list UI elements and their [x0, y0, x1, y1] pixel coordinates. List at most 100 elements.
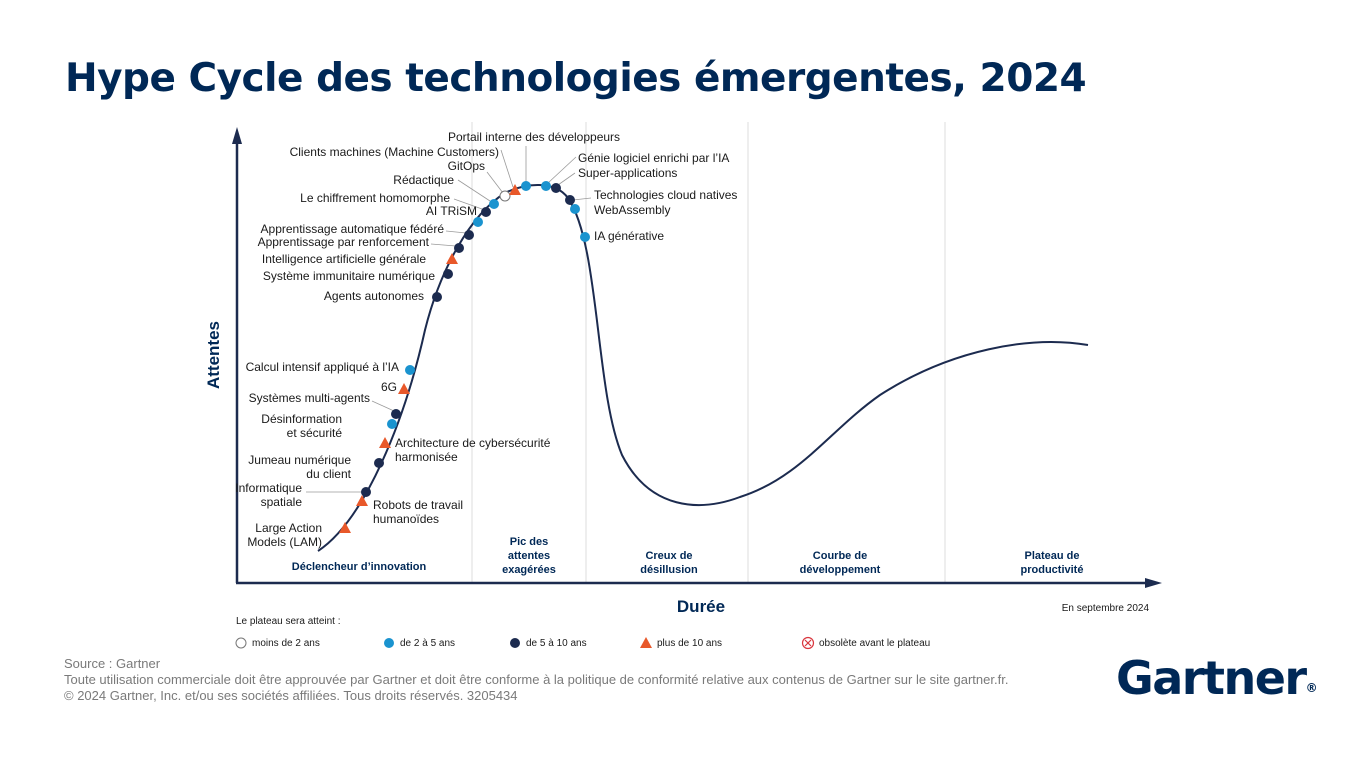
- legend-label: de 5 à 10 ans: [526, 638, 587, 649]
- label-technologies-cloud-natives: Technologies cloud natives: [594, 188, 737, 202]
- footer: Source : Gartner Toute utilisation comme…: [64, 656, 1008, 704]
- marker-agents-autonomes: [432, 292, 442, 302]
- date-note: En septembre 2024: [1062, 603, 1150, 614]
- label-line: Informatique: [235, 481, 302, 495]
- label-large-action-models-lam: Large Action Models (LAM): [247, 521, 322, 549]
- phase-label-line: Creux de: [645, 550, 692, 562]
- marker-ia-generative: [580, 232, 590, 242]
- marker-ai-trism: [473, 217, 483, 227]
- label-line: Super-applications: [578, 166, 677, 180]
- label-line: Intelligence artificielle générale: [262, 252, 426, 266]
- label-line: 6G: [381, 380, 397, 394]
- phase-label-line: Pic des: [510, 536, 549, 548]
- technology-labels: Large Action Models (LAM) Robots de travai…: [235, 130, 737, 549]
- leader-super-applications: [557, 172, 576, 186]
- legend-label: de 2 à 5 ans: [400, 638, 455, 649]
- leader-systemes-multi-agents: [371, 400, 395, 412]
- marker-apprentissage-par-renforcement: [454, 243, 464, 253]
- y-axis-label: Attentes: [204, 321, 223, 389]
- label-gitops: GitOps: [448, 159, 485, 173]
- phase-label-line: attentes: [508, 550, 550, 562]
- label-apprentissage-par-renforcement: Apprentissage par renforcement: [258, 235, 430, 249]
- page-title: Hype Cycle des technologies émergentes, …: [65, 56, 1087, 101]
- marker-architecture-de-cybersecurite-harmonisee: [379, 437, 391, 448]
- label-line: Génie logiciel enrichi par l’IA: [578, 151, 729, 165]
- phase-label-plateau-de-productivite: Plateau de productivité: [1021, 550, 1084, 576]
- legend-label: plus de 10 ans: [657, 638, 722, 649]
- registered-mark: ®: [1305, 681, 1318, 695]
- label-webassembly: WebAssembly: [594, 203, 670, 217]
- label-line: Apprentissage automatique fédéré: [261, 222, 445, 236]
- leader-gitops: [486, 171, 504, 194]
- label-line: Le chiffrement homomorphe: [300, 191, 450, 205]
- label-line: Large Action: [255, 521, 322, 535]
- legend-label: obsolète avant le plateau: [819, 638, 930, 649]
- label-line: Calcul intensif appliqué à l’IA: [246, 360, 399, 374]
- leader-apprentissage-par-renforcement: [430, 243, 457, 247]
- legend-label: moins de 2 ans: [252, 638, 320, 649]
- label-line: Technologies cloud natives: [594, 188, 737, 202]
- legend-item-lt2: moins de 2 ans: [235, 637, 320, 649]
- legend: Le plateau sera atteint : moins de 2 ans d…: [235, 616, 930, 650]
- label-calcul-intensif-applique-a-l-ia: Calcul intensif appliqué à l’IA: [246, 360, 399, 374]
- label-line: du client: [306, 467, 351, 481]
- technology-markers: [339, 181, 590, 533]
- label-apprentissage-automatique-federe: Apprentissage automatique fédéré: [261, 222, 445, 236]
- leader-apprentissage-automatique-federe: [445, 230, 467, 234]
- marker-apprentissage-automatique-federe: [464, 230, 474, 240]
- leader-lines: [306, 146, 592, 493]
- marker-robots-de-travail-humanoides: [356, 495, 368, 506]
- legend-title: Le plateau sera atteint :: [236, 616, 341, 627]
- phase-label-line: Déclencheur d’innovation: [292, 561, 427, 573]
- marker-6g: [398, 383, 410, 394]
- marker-informatique-spatiale: [361, 487, 371, 497]
- marker-technologies-cloud-natives: [565, 195, 575, 205]
- marker-large-action-models-lam: [339, 522, 351, 533]
- obsolete-cross-b: [804, 639, 812, 647]
- label-le-chiffrement-homomorphe: Le chiffrement homomorphe: [300, 191, 450, 205]
- marker-calcul-intensif-applique-a-l-ia: [405, 365, 415, 375]
- footer-source: Source : Gartner: [64, 656, 161, 671]
- label-line: et sécurité: [287, 426, 343, 440]
- marker-redactique: [489, 199, 499, 209]
- label-line: Architecture de cybersécurité: [395, 436, 551, 450]
- label-line: Agents autonomes: [324, 289, 424, 303]
- label-line: Portail interne des développeurs: [448, 130, 620, 144]
- marker-systemes-multi-agents: [391, 409, 401, 419]
- marker-clients-machines-machine-customers: [509, 184, 521, 195]
- phase-label-line: productivité: [1021, 564, 1084, 576]
- label-redactique: Rédactique: [393, 173, 454, 187]
- marker-le-chiffrement-homomorphe: [481, 207, 491, 217]
- phase-label-line: développement: [800, 564, 881, 576]
- x-axis-arrow: [1145, 578, 1162, 588]
- y-axis-arrow: [232, 127, 242, 144]
- label-line: Apprentissage par renforcement: [258, 235, 430, 249]
- label-portail-interne-des-developpeurs: Portail interne des développeurs: [448, 130, 620, 144]
- label-super-applications: Super-applications: [578, 166, 677, 180]
- label-line: WebAssembly: [594, 203, 670, 217]
- legend-symbol-lt2: [235, 637, 247, 649]
- legend-symbol-5to10: [510, 638, 520, 648]
- label-line: AI TRiSM: [426, 204, 477, 218]
- phase-label-creux-de-desillusion: Creux de désillusion: [640, 550, 698, 576]
- legend-item-gt10: plus de 10 ans: [640, 637, 722, 649]
- label-jumeau-numerique-du-client: Jumeau numérique du client: [248, 453, 351, 481]
- marker-gitops: [499, 190, 511, 202]
- label-line: Rédactique: [393, 173, 454, 187]
- phase-label-declencheur-d-innovation: Déclencheur d’innovation: [292, 561, 427, 573]
- label-line: Jumeau numérique: [248, 453, 351, 467]
- footer-usage-note: Toute utilisation commerciale doit être …: [64, 672, 1009, 687]
- marker-portail-interne-des-developpeurs: [521, 181, 531, 191]
- phase-label-courbe-de-developpement: Courbe de développement: [800, 550, 881, 576]
- label-6g: 6G: [381, 380, 397, 394]
- legend-symbol-gt10: [640, 637, 652, 648]
- phase-label-line: Courbe de: [813, 550, 867, 562]
- marker-systeme-immunitaire-numerique: [443, 269, 453, 279]
- label-line: spatiale: [261, 495, 303, 509]
- leader-redactique: [457, 179, 491, 202]
- gartner-logo-text: Gartner: [1116, 651, 1307, 705]
- footer-copyright: © 2024 Gartner, Inc. et/ou ses sociétés …: [64, 688, 518, 703]
- marker-genie-logiciel-enrichi-par-l-ia: [541, 181, 551, 191]
- label-systemes-multi-agents: Systèmes multi-agents: [249, 391, 370, 405]
